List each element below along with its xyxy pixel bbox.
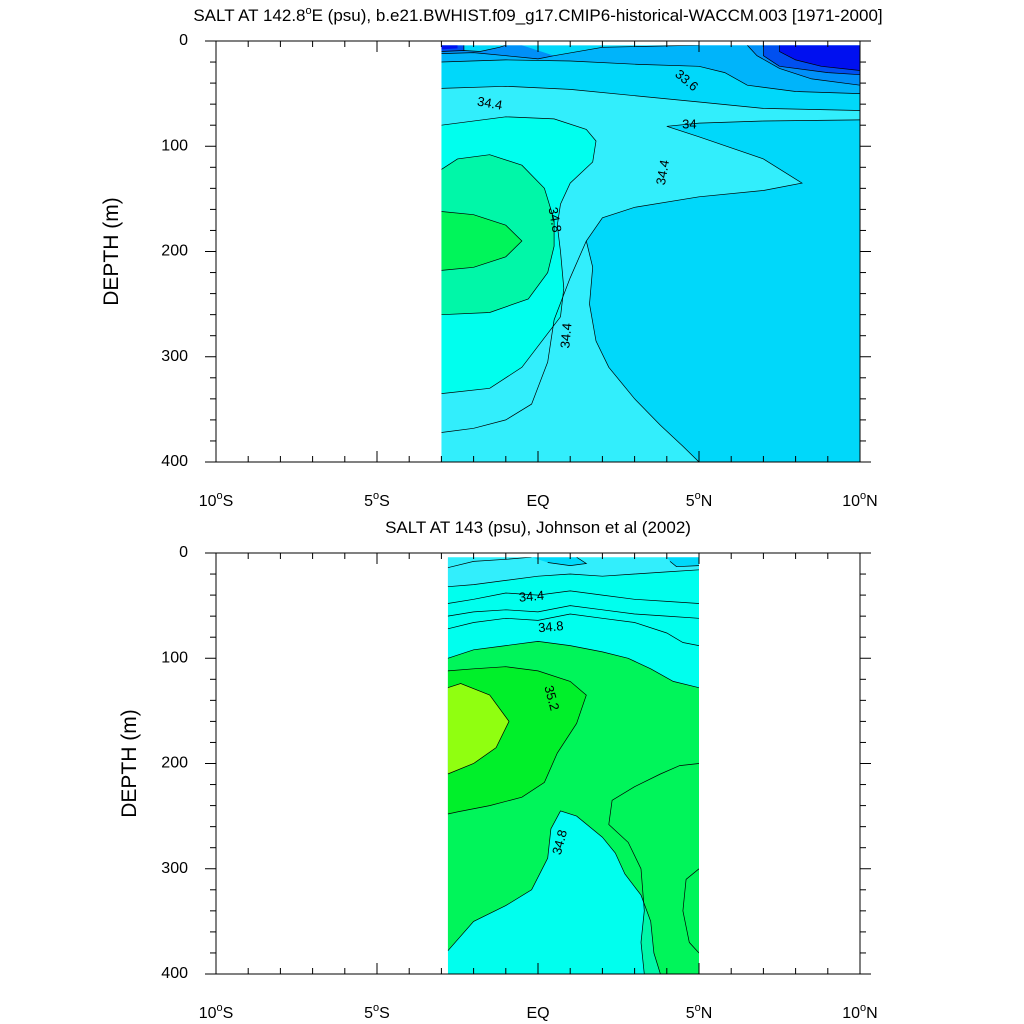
contour-label: 34.4	[653, 159, 672, 187]
contour-line	[447, 590, 699, 604]
contour-line	[447, 810, 661, 975]
contour-line	[585, 240, 700, 463]
y-tick-label: 100	[161, 137, 188, 154]
contour-label: 34.8	[538, 618, 565, 635]
x-tick-label: EQ	[526, 1005, 549, 1022]
contour-line	[547, 557, 588, 566]
contour-label: 34.8	[546, 206, 565, 234]
contour-line	[747, 45, 860, 86]
contour-line	[447, 683, 510, 775]
contour-fill-bin-gt-35-4	[447, 683, 509, 774]
chart-title: SALT AT 142.8oE (psu), b.e21.BWHIST.f09_…	[193, 5, 882, 25]
x-tick-label: 10oN	[842, 490, 877, 510]
contour-label: 35.2	[541, 684, 562, 712]
contour-line	[441, 85, 860, 111]
x-tick-label: 5oN	[686, 490, 713, 510]
contour-line	[447, 613, 699, 646]
contour-fill-bin-lt-33-6	[779, 45, 860, 71]
contour-line	[447, 557, 532, 569]
contour-fill-bin-lt-33-6	[441, 45, 458, 50]
contour-line	[779, 45, 860, 71]
contour-label: 34.4	[476, 94, 504, 113]
y-tick-label: 400	[161, 453, 188, 470]
contour-line	[441, 45, 506, 52]
contour-line	[441, 45, 700, 60]
contour-line	[441, 59, 860, 94]
contour-fill-bin-33-8-34-0	[441, 45, 555, 59]
chart-title: SALT AT 143 (psu), Johnson et al (2002)	[385, 518, 691, 537]
y-axis-title: DEPTH (m)	[100, 197, 123, 306]
contour-line	[441, 154, 555, 316]
contour-fill-bin-35-0-35-2	[441, 211, 522, 271]
chart-panel-2: 34.4 34.8 35.2 34.8 10oS 5oS EQ 5oN 10oN 0 100 200 3…	[118, 518, 878, 1022]
y-tick-label: 0	[179, 32, 188, 49]
contour-line	[447, 641, 699, 689]
y-tick-label: 300	[161, 348, 188, 365]
contour-fill-bin-33-8-34-0	[747, 45, 860, 86]
contour-line	[447, 569, 699, 588]
contour-fill-bin-34-2-34-4	[441, 59, 860, 101]
contour-line	[669, 561, 699, 568]
y-tick-label: 200	[161, 243, 188, 260]
contour-line	[447, 605, 699, 619]
contour-field: 34.4 34.8 35.2 34.8	[447, 557, 699, 975]
contour-line	[441, 211, 523, 271]
contour-line	[447, 666, 587, 815]
axis-ticks	[205, 40, 871, 463]
contour-label: 34.4	[557, 322, 574, 349]
y-tick-label: 200	[161, 755, 188, 772]
y-tick-label: 300	[161, 860, 188, 877]
x-tick-label: 5oN	[686, 1002, 713, 1022]
y-tick-label: 0	[179, 544, 188, 561]
x-tick-label: 10oS	[199, 1002, 234, 1022]
x-tick-label: 5oS	[364, 490, 390, 510]
contour-label: 34.8	[549, 828, 570, 856]
contour-fill-bin-34-4-34-6	[447, 557, 699, 587]
y-axis-title: DEPTH (m)	[118, 709, 141, 818]
contour-line	[441, 119, 860, 433]
contour-line	[441, 116, 597, 394]
y-tick-label: 400	[161, 965, 188, 982]
contour-line	[608, 763, 699, 975]
x-tick-label: EQ	[526, 493, 549, 510]
y-tick-label: 100	[161, 649, 188, 666]
contour-line	[763, 45, 860, 76]
contour-label: 34.4	[518, 588, 545, 605]
contour-fill-bin-34-2-34-4	[666, 557, 699, 567]
contour-label: 34	[682, 117, 696, 132]
contour-line	[682, 868, 699, 954]
axis-ticks	[205, 552, 871, 975]
x-tick-label: 10oN	[842, 1002, 877, 1022]
x-tick-label: 5oS	[364, 1002, 390, 1022]
x-tick-label: 10oS	[199, 490, 234, 510]
contour-fill-bin-34-4-34-6	[441, 241, 699, 462]
contour-fill-bin-34-2-34-4	[531, 557, 587, 566]
